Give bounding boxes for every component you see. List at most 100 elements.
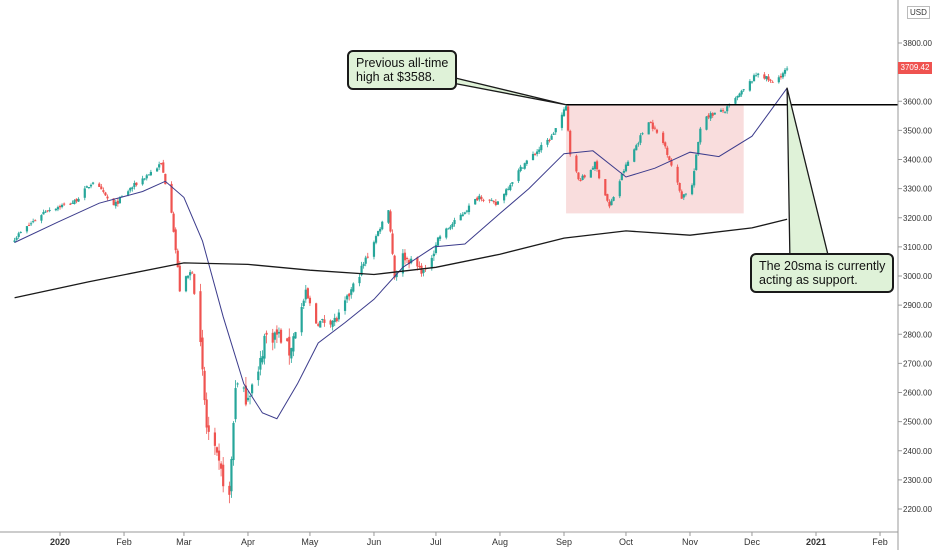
candle-up [302, 300, 305, 307]
candle-up [736, 96, 739, 98]
candle-down [680, 191, 683, 199]
candle-up [438, 236, 442, 239]
candle-down [533, 153, 537, 155]
candle-down [207, 425, 210, 432]
candle-up [73, 200, 76, 205]
candle-up [352, 283, 355, 292]
candle-down [172, 213, 175, 232]
candle-up [461, 214, 464, 217]
candle-up [781, 73, 785, 78]
candle-up [422, 269, 425, 273]
y-tick-label: 2400.00 [903, 447, 932, 456]
candle-up [682, 194, 685, 198]
y-tick-label: 3500.00 [903, 126, 932, 135]
candle-down [174, 229, 177, 251]
candle-up [622, 171, 626, 173]
candle-down [583, 175, 586, 178]
candle-up [141, 178, 144, 185]
candle-up [133, 183, 136, 187]
candle-up [143, 178, 146, 180]
candle-up [230, 459, 233, 492]
annotation-pointer [446, 75, 567, 106]
candle-up [234, 388, 237, 420]
x-tick-label: Dec [744, 537, 761, 547]
candle-down [335, 318, 338, 322]
candle-down [348, 293, 351, 297]
candle-up [40, 215, 43, 221]
candle-up [684, 193, 687, 195]
candle-up [521, 167, 524, 169]
candle-down [649, 121, 652, 124]
candle-up [432, 253, 435, 257]
candle-down [162, 162, 165, 173]
candle-up [60, 204, 64, 207]
candle-up [612, 197, 615, 201]
candle-up [114, 201, 117, 207]
candle-up [337, 312, 340, 320]
candle-down [389, 211, 392, 232]
candle-down [106, 196, 109, 199]
candle-down [34, 220, 37, 222]
candle-up [56, 207, 60, 210]
candle-up [705, 116, 708, 130]
candle-down [651, 122, 654, 129]
candle-down [666, 147, 669, 155]
candle-down [403, 252, 407, 261]
x-tick-label: 2020 [50, 537, 70, 547]
candle-down [664, 142, 667, 147]
candle-up [17, 233, 20, 237]
candle-down [116, 200, 119, 204]
candle-up [748, 81, 752, 91]
candle-up [149, 171, 152, 176]
annotation-previous-ath[interactable]: Previous all-time high at $3588. [347, 50, 458, 90]
candle-up [44, 211, 47, 213]
candle-down [779, 75, 782, 78]
candle-up [754, 75, 758, 77]
sma-line-200sma[interactable] [14, 218, 788, 299]
candle-up [695, 154, 698, 171]
candle-up [155, 168, 159, 172]
candlesticks [13, 66, 789, 504]
candle-up [699, 128, 702, 143]
candle-up [321, 318, 324, 320]
y-tick-label: 3300.00 [903, 185, 932, 194]
candle-down [676, 166, 679, 183]
candle-down [222, 464, 225, 487]
candle-down [170, 183, 173, 213]
candle-down [271, 332, 274, 343]
candle-up [517, 170, 520, 182]
candle-up [32, 221, 35, 223]
candle-up [290, 348, 293, 359]
candle-up [91, 182, 95, 184]
candle-down [178, 265, 181, 292]
candle-down [548, 139, 551, 141]
candle-up [538, 149, 541, 152]
candle-up [346, 295, 349, 300]
y-tick-label: 2600.00 [903, 389, 932, 398]
candle-up [633, 149, 636, 162]
candle-down [102, 190, 105, 192]
annotation-20sma-support[interactable]: The 20sma is currently acting as support… [750, 253, 895, 293]
candle-up [507, 188, 510, 190]
candle-up [83, 188, 86, 198]
candle-up [641, 133, 644, 135]
candle-up [752, 75, 756, 82]
sma-line-20sma[interactable] [14, 87, 788, 420]
candle-up [550, 135, 553, 140]
candle-up [445, 228, 448, 238]
candle-up [127, 191, 130, 196]
candle-up [620, 174, 623, 181]
candle-up [467, 205, 471, 213]
candle-up [261, 356, 264, 363]
candle-up [372, 242, 376, 257]
candle-up [250, 384, 254, 394]
x-tick-label: Sep [556, 537, 572, 547]
candle-up [540, 144, 543, 151]
candle-up [401, 253, 404, 274]
candle-up [511, 182, 514, 184]
currency-badge[interactable]: USD [907, 6, 930, 19]
candle-up [273, 332, 276, 340]
candle-up [362, 263, 365, 267]
y-tick-label: 3100.00 [903, 243, 932, 252]
